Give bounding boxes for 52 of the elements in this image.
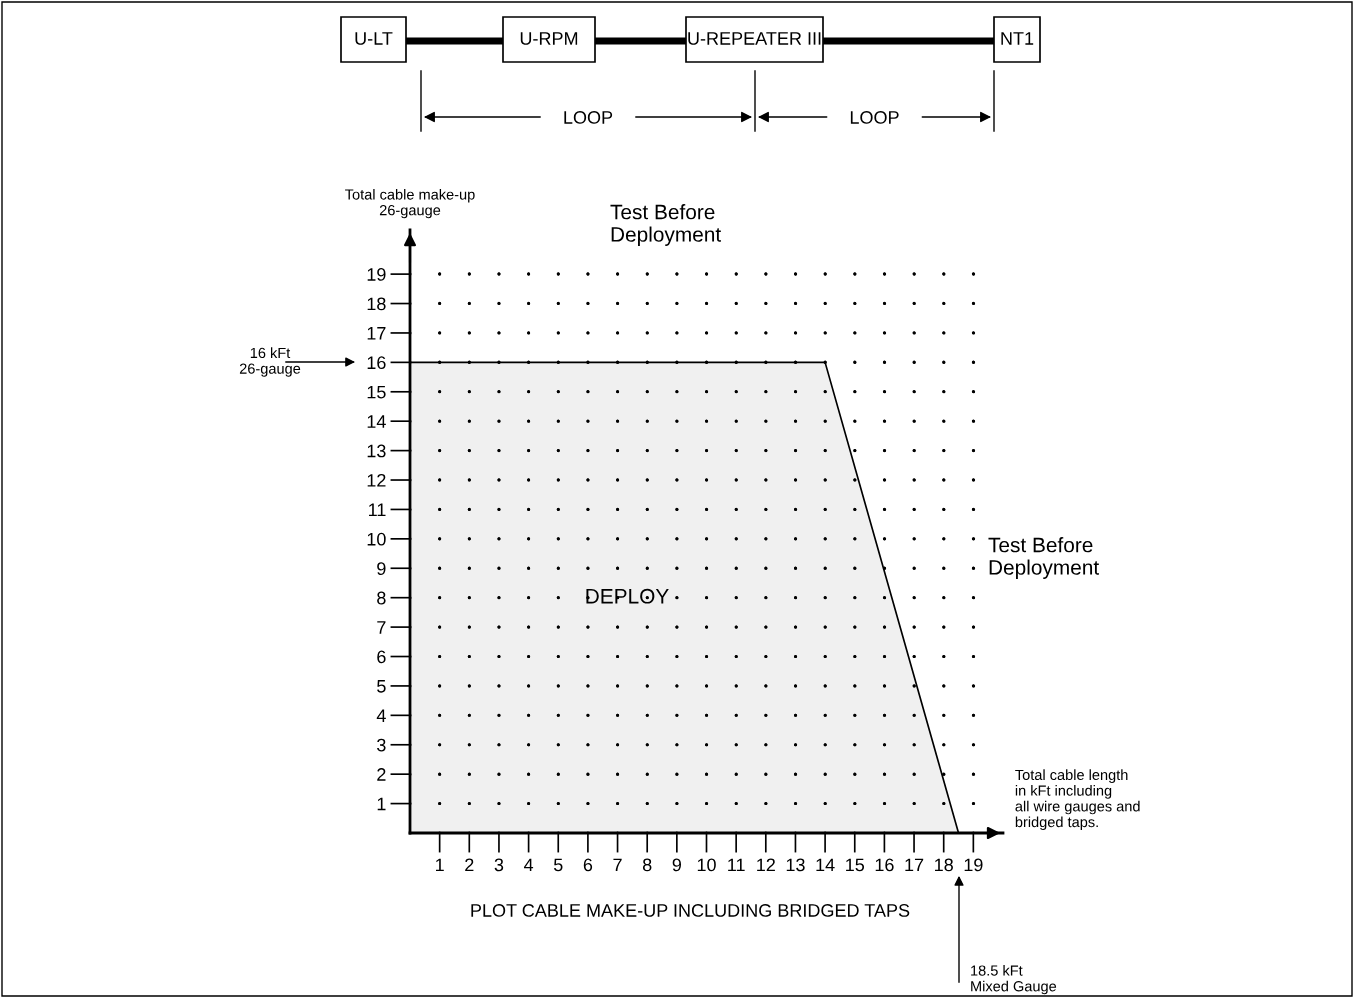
x-axis-title: Total cable length in kFt including all wire gauges and bridged taps.: [1015, 769, 1140, 831]
x-tick-label: 11: [728, 858, 745, 872]
y-tick-label: 2: [377, 768, 386, 781]
y-tick-label: 12: [367, 473, 386, 487]
y-tick-label: 9: [377, 562, 386, 575]
y-axis-title: Total cable make-up 26-gauge: [345, 188, 475, 219]
y-tick-label: 3: [377, 738, 386, 752]
annotation: Test Before Deployment: [610, 204, 722, 246]
x-tick-label: 4: [523, 858, 534, 872]
y-tick-label: 10: [367, 532, 386, 546]
y-tick-label: 18: [367, 297, 386, 311]
text: 18.5 kFt Mixed Gauge: [971, 965, 1057, 995]
x-tick-label: 12: [757, 858, 775, 872]
x-tick-label: 8: [642, 858, 652, 872]
x-tick-label: 15: [846, 858, 865, 872]
text: LOOP: [850, 111, 899, 124]
text: U-RPM: [520, 32, 578, 45]
y-tick-label: 6: [377, 650, 386, 664]
y-tick-label: 13: [367, 444, 386, 458]
text: U-LT: [355, 32, 393, 45]
text: U-REPEATER III: [688, 32, 821, 45]
x-tick-label: 1: [436, 858, 444, 872]
text: 16 kFt 26-gauge: [239, 347, 301, 377]
y-tick-label: 4: [376, 709, 386, 722]
y-tick-label: 19: [367, 268, 386, 281]
x-tick-label: 17: [905, 858, 924, 872]
x-tick-label: 3: [494, 858, 504, 872]
y-tick-label: 14: [367, 415, 386, 428]
y-tick-label: 5: [377, 680, 386, 693]
y-tick-label: 7: [377, 621, 386, 634]
x-tick-label: 10: [697, 858, 716, 872]
text: NT1: [1001, 32, 1034, 45]
x-tick-label: 6: [583, 858, 593, 872]
x-tick-label: 2: [465, 858, 474, 872]
y-tick-label: 11: [369, 503, 386, 516]
x-tick-label: 13: [786, 858, 805, 872]
annotation: DEPLOY: [586, 588, 669, 604]
x-tick-label: 5: [553, 858, 563, 872]
y-tick-label: 16: [367, 356, 386, 370]
x-tick-label: 18: [935, 858, 953, 872]
text: LOOP: [564, 111, 613, 124]
text: PLOT CABLE MAKE-UP INCLUDING BRIDGED TAPS: [471, 904, 910, 917]
y-tick-label: 17: [367, 327, 386, 340]
x-tick-label: 7: [613, 858, 622, 872]
x-tick-label: 9: [672, 858, 682, 872]
y-tick-label: 1: [377, 797, 386, 811]
y-tick-label: 8: [377, 591, 386, 605]
annotation: Test Before Deployment: [988, 537, 1100, 579]
y-tick-label: 15: [367, 385, 386, 399]
x-tick-label: 19: [964, 858, 983, 872]
x-tick-label: 14: [816, 858, 835, 872]
x-tick-label: 16: [875, 858, 894, 872]
